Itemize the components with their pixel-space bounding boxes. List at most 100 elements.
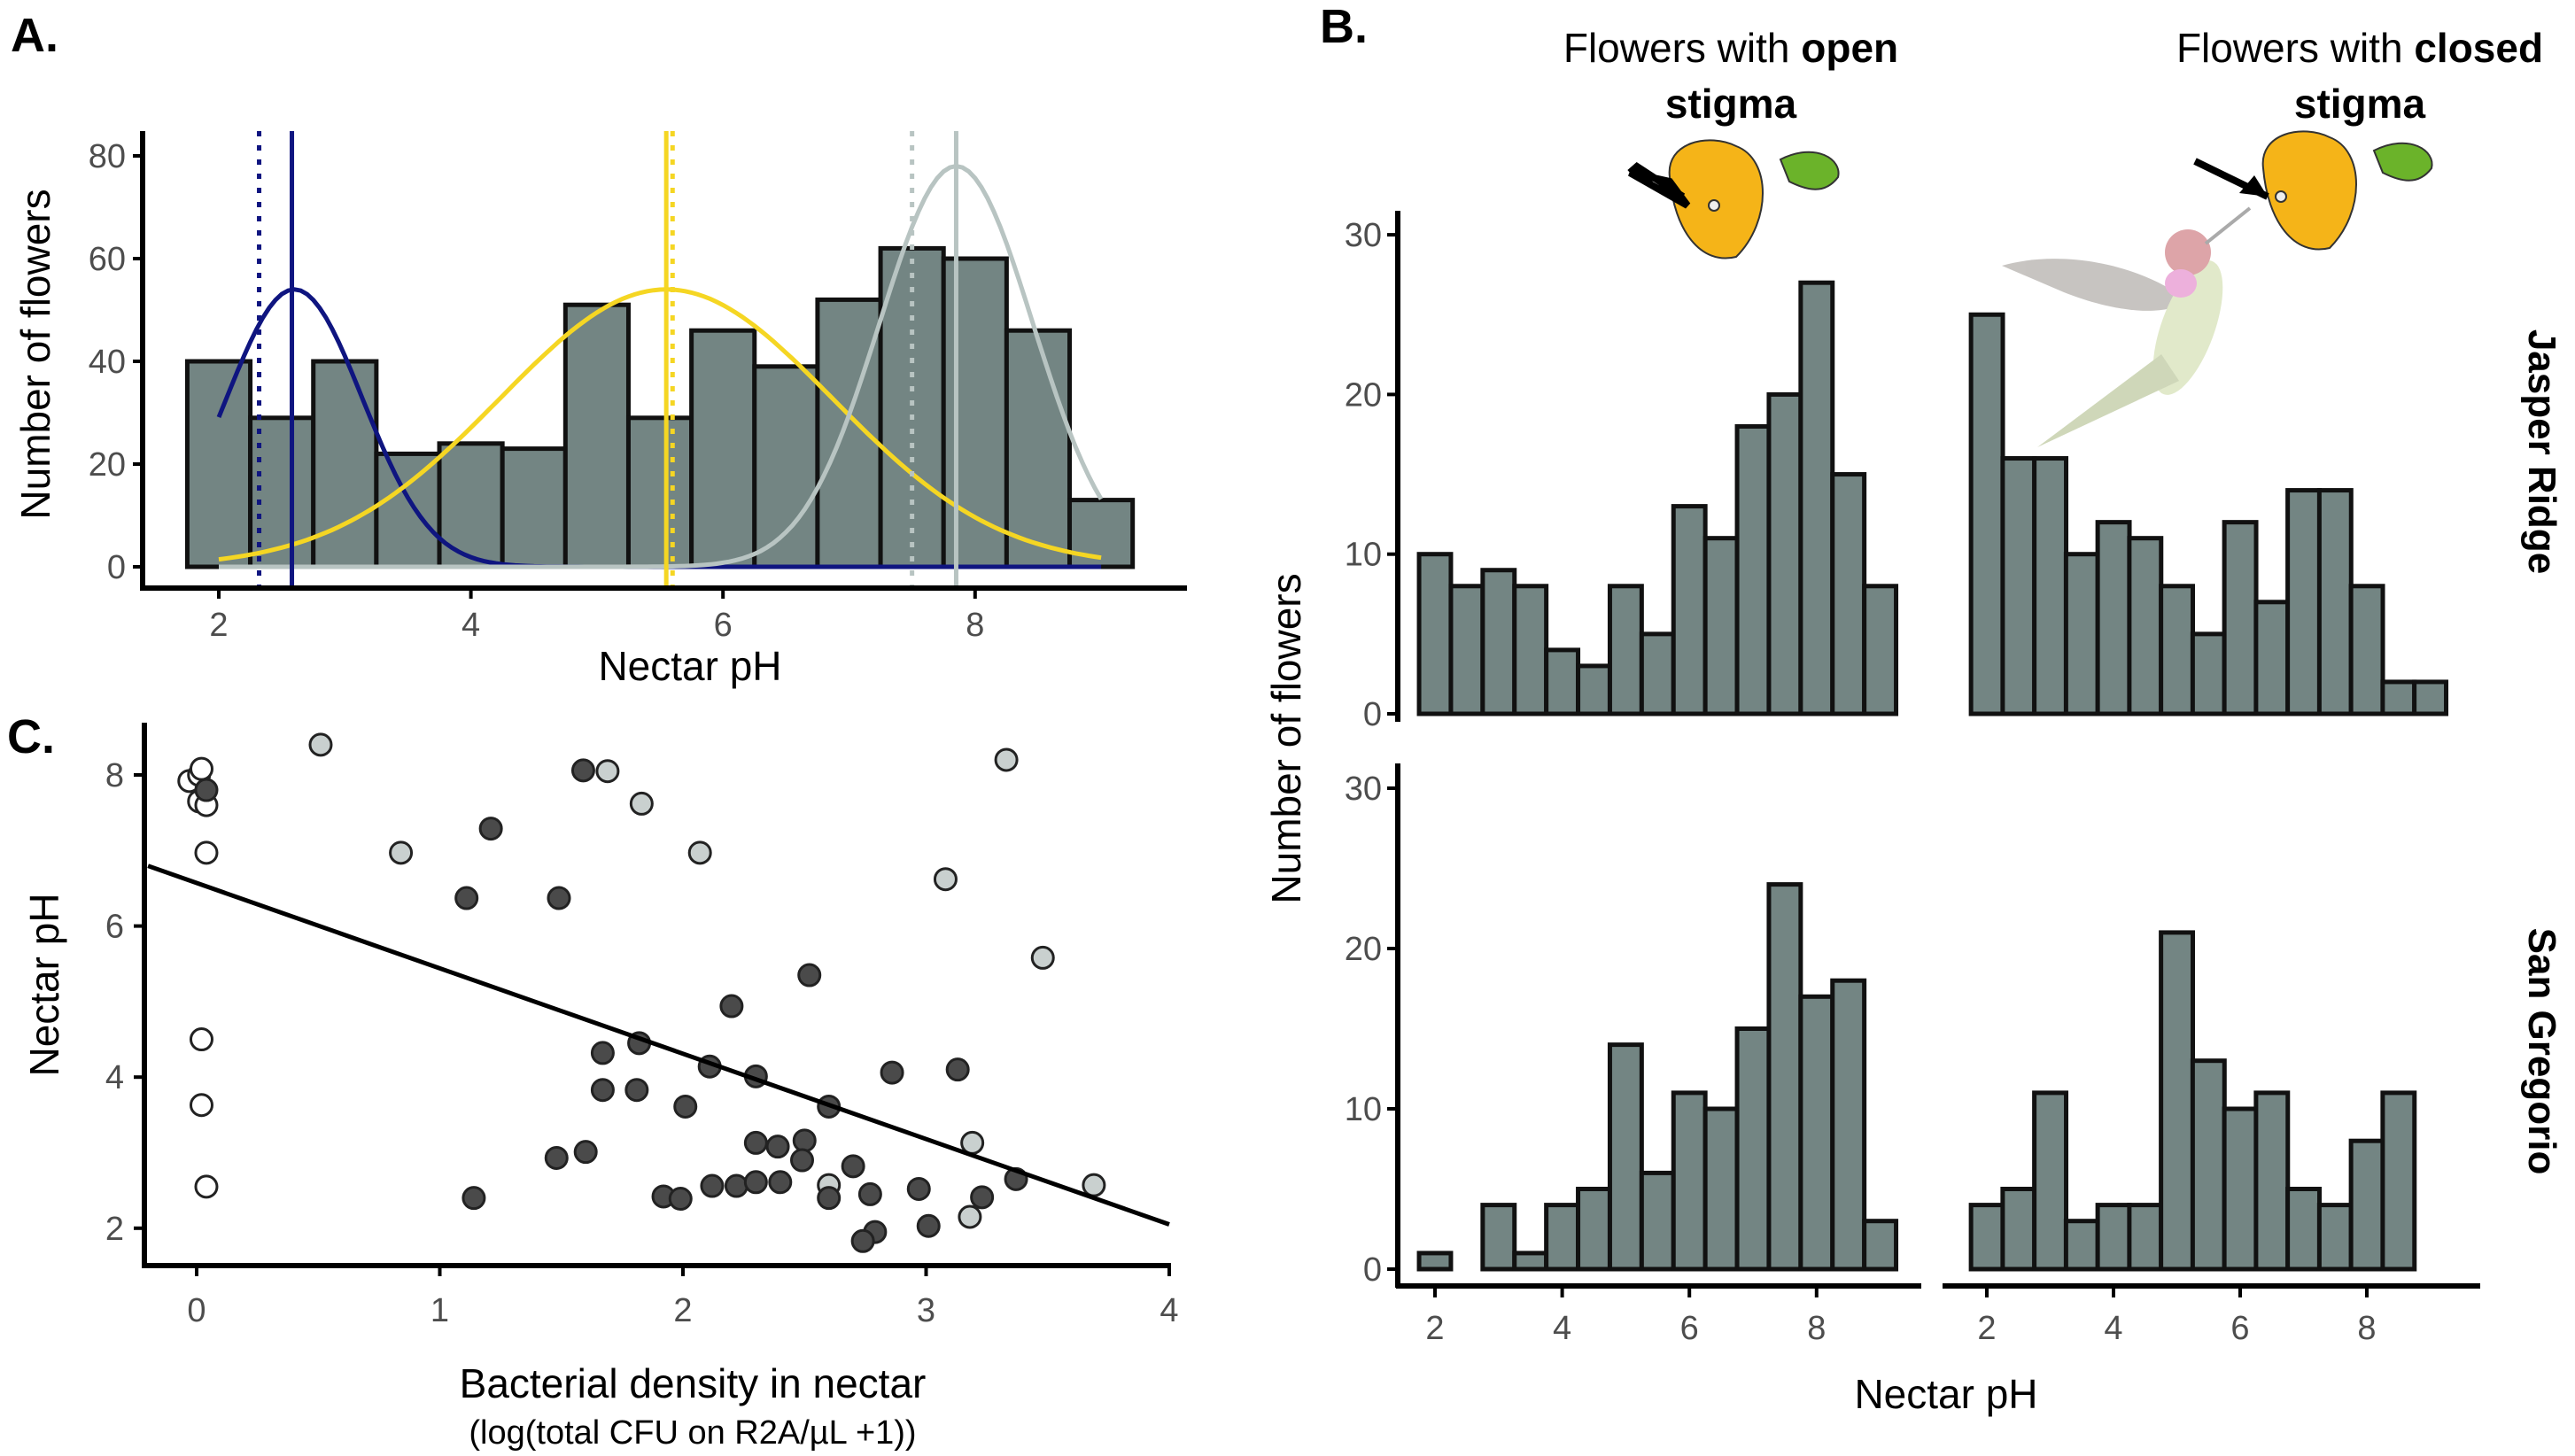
- flower-open-stigma-illustration: [1627, 139, 1840, 259]
- scatter-point: [817, 1186, 842, 1211]
- y-tick-label: 10: [1345, 537, 1382, 574]
- x-tick-label: 1: [430, 1292, 449, 1329]
- histogram-bar: [2095, 1203, 2132, 1272]
- scatter-point: [624, 1078, 649, 1103]
- panel-c-scatter: 2 4 6 8 0 1 2 3 4: [105, 723, 1179, 1329]
- histogram-bar: [1798, 994, 1835, 1272]
- arrow-icon: [1627, 161, 1691, 209]
- histogram-bar: [2285, 1187, 2323, 1272]
- histogram-bar: [1416, 552, 1454, 716]
- scatter-point: [673, 1094, 698, 1119]
- histogram-bar: [2316, 488, 2354, 716]
- scatter-point: [590, 1078, 615, 1103]
- histogram-bar: [1766, 391, 1803, 716]
- regression-line: [147, 864, 1170, 1227]
- scatter-point: [719, 994, 744, 1018]
- scatter-point: [544, 1145, 569, 1170]
- y-tick-label: 60: [89, 241, 126, 278]
- scatter-point: [970, 1185, 995, 1210]
- histogram-bar: [437, 441, 505, 569]
- histogram-bar: [1734, 1026, 1772, 1272]
- panel-a-ylabel: Number of flowers: [12, 189, 58, 519]
- histogram-bar: [752, 364, 820, 569]
- y-tick-label: 20: [1345, 931, 1382, 968]
- y-tick-label: 0: [1363, 696, 1382, 733]
- y-tick-label: 20: [89, 446, 126, 484]
- histogram-bar: [1544, 1203, 1581, 1272]
- histogram-bar: [689, 328, 757, 569]
- histogram-bar: [2190, 631, 2227, 716]
- scatter-point: [743, 1130, 768, 1155]
- y-tick-label: 10: [1345, 1091, 1382, 1128]
- scatter-point: [389, 840, 414, 865]
- scatter-point: [629, 791, 654, 816]
- histogram-bar: [2127, 1203, 2164, 1272]
- histogram-bar: [1607, 1042, 1644, 1272]
- column-title-open: Flowers with open: [1563, 25, 1898, 71]
- x-tick-label: 8: [966, 607, 984, 644]
- histogram-bar: [1862, 584, 1899, 716]
- y-tick-label: 4: [105, 1059, 124, 1096]
- scatter-point: [958, 1204, 982, 1229]
- histogram-bar: [2348, 584, 2385, 716]
- histogram-bar: [941, 256, 1009, 569]
- x-tick-label: 6: [714, 607, 733, 644]
- histogram-bar: [2063, 552, 2100, 716]
- histogram-bar: [2032, 456, 2069, 716]
- histogram-bar: [1702, 536, 1740, 716]
- y-tick-label: 80: [89, 138, 126, 175]
- histogram-bar: [1671, 504, 1708, 716]
- scatter-point: [189, 1093, 213, 1118]
- histogram-bar: [1512, 584, 1549, 716]
- histogram-bar: [1480, 1203, 1517, 1272]
- histogram-bar: [1639, 1170, 1676, 1272]
- histogram-bar: [2095, 520, 2132, 716]
- column-title-open-line2: stigma: [1665, 81, 1797, 127]
- scatter-point: [768, 1170, 793, 1195]
- x-tick-label: 2: [209, 607, 228, 644]
- scatter-point: [573, 1140, 598, 1165]
- y-tick-label: 30: [1345, 771, 1382, 808]
- scatter-point: [880, 1060, 904, 1085]
- scatter-point: [194, 1174, 219, 1199]
- x-tick-label: 6: [2230, 1310, 2249, 1347]
- histogram-bar: [2316, 1203, 2354, 1272]
- histogram-bar: [1671, 1090, 1708, 1272]
- x-tick-label: 2: [1977, 1310, 1996, 1347]
- histogram-bar: [1004, 328, 1073, 569]
- panel-label-c: C.: [7, 710, 55, 763]
- histogram-bar: [1448, 584, 1485, 716]
- panel-label-a: A.: [11, 9, 58, 62]
- histogram-bar: [2127, 536, 2164, 716]
- histogram-bar: [1576, 663, 1612, 716]
- histogram-bar: [1798, 280, 1835, 716]
- histogram-bar: [2222, 1106, 2259, 1272]
- scatter-point: [595, 759, 620, 784]
- y-tick-label: 0: [107, 549, 126, 586]
- histogram-bar: [2348, 1138, 2385, 1272]
- histogram-bar: [2159, 930, 2196, 1272]
- scatter-point: [308, 732, 333, 757]
- histogram-bar: [2032, 1090, 2069, 1272]
- panel-b-faceted-histograms: 0 10 20 30 0 10 20 30 2 4 6 8 2 4 6 8: [1345, 211, 2480, 1347]
- histogram-bar: [374, 451, 442, 569]
- histogram-bar: [2253, 600, 2291, 716]
- scatter-point: [1082, 1173, 1106, 1197]
- histogram-bar: [1862, 1219, 1899, 1272]
- scatter-point: [743, 1170, 768, 1195]
- hummingbird-illustration: [2002, 206, 2252, 447]
- scatter-point: [792, 1128, 817, 1153]
- y-tick-label: 8: [105, 757, 124, 794]
- histogram-bar: [184, 359, 253, 569]
- histogram-bar: [1607, 584, 1644, 716]
- panel-label-b: B.: [1320, 0, 1368, 53]
- histogram-bar: [2380, 679, 2417, 716]
- panel-c-ylabel: Nectar pH: [21, 893, 67, 1076]
- histogram-bar: [2380, 1090, 2417, 1272]
- histogram-bar: [1544, 647, 1581, 716]
- histogram-bar: [1702, 1106, 1740, 1272]
- y-tick-label: 20: [1345, 376, 1382, 414]
- histogram-bar: [1968, 312, 2005, 716]
- column-title-closed: Flowers with closed: [2176, 25, 2543, 71]
- scatter-point: [454, 886, 479, 910]
